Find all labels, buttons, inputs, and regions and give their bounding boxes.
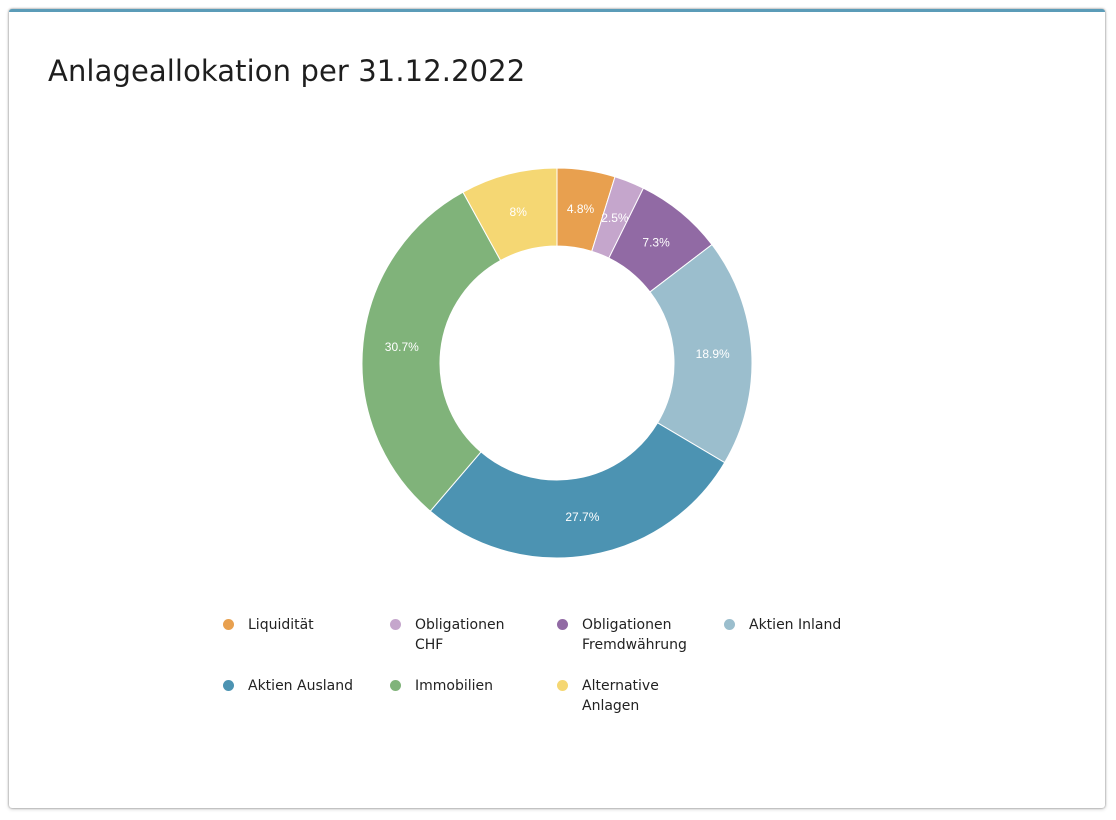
chart-card: Anlageallokation per 31.12.2022	[9, 9, 1105, 808]
slice-label-immobilien: 30.7%	[385, 340, 419, 354]
slice-alternative-anlagen[interactable]	[462, 167, 558, 262]
legend-label: Aktien Ausland	[248, 678, 353, 694]
legend-label: Aktien Inland	[749, 617, 842, 633]
chart-title: Anlageallokation per 31.12.2022	[48, 54, 526, 88]
legend-item-aktien-inland[interactable]: Aktien Inland	[724, 615, 861, 635]
legend-marker	[223, 619, 234, 630]
slice-label-alternative-anlagen: 8%	[510, 205, 528, 219]
legend-label: Immobilien	[415, 678, 494, 694]
legend-label: Obligationen Fremdwährung	[582, 617, 687, 653]
legend-item-obligationen-fremdwaehrung[interactable]: Obligationen Fremdwährung	[557, 615, 694, 655]
slice-label-obligationen-fremdwaehrung: 7.3%	[642, 236, 670, 250]
legend-marker	[390, 680, 401, 691]
slice-label-aktien-ausland: 27.7%	[565, 510, 599, 524]
legend-item-obligationen-chf[interactable]: Obligationen CHF	[390, 615, 527, 655]
legend-item-alternative-anlagen[interactable]: Alternative Anlagen	[557, 676, 694, 716]
legend-item-liquiditaet[interactable]: Liquidität	[223, 615, 360, 635]
slice-label-obligationen-chf: 2.5%	[601, 211, 629, 225]
legend-marker	[223, 680, 234, 691]
legend-item-immobilien[interactable]: Immobilien	[390, 676, 527, 696]
legend-item-aktien-ausland[interactable]: Aktien Ausland	[223, 676, 360, 696]
slice-label-aktien-inland: 18.9%	[696, 347, 730, 361]
legend-label: Alternative Anlagen	[582, 678, 659, 714]
slice-aktien-ausland[interactable]	[429, 422, 726, 559]
legend-marker	[724, 619, 735, 630]
legend-marker	[557, 619, 568, 630]
slice-immobilien[interactable]	[361, 191, 502, 512]
legend-marker	[390, 619, 401, 630]
legend-label: Obligationen CHF	[415, 617, 505, 653]
legend-label: Liquidität	[248, 617, 314, 633]
legend-marker	[557, 680, 568, 691]
slice-label-liquiditaet: 4.8%	[567, 202, 595, 216]
